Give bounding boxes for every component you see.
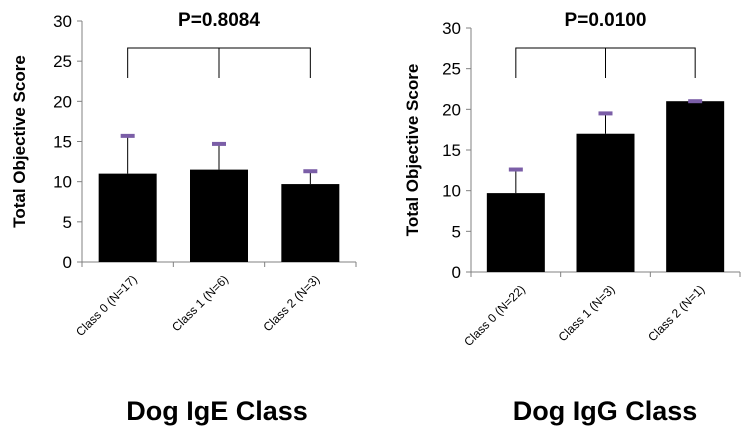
y-tick-label: 5 bbox=[63, 213, 72, 232]
bar bbox=[486, 193, 545, 272]
significance-bracket bbox=[515, 47, 696, 78]
x-category-label: Class 1 (N=6) bbox=[169, 272, 231, 334]
y-tick-label: 0 bbox=[452, 263, 461, 282]
y-tick-label: 5 bbox=[452, 222, 461, 241]
y-tick-label: 25 bbox=[53, 52, 72, 71]
y-tick-label: 20 bbox=[53, 92, 72, 111]
chart-panel-igg: 0 5 10 15 20 25 30 Class 0 (N=22) Class 1 (N=3) C… bbox=[403, 10, 741, 426]
x-axis-title: Dog IgG Class bbox=[513, 396, 698, 426]
significance-bracket bbox=[127, 47, 311, 78]
bar bbox=[281, 184, 340, 262]
bar bbox=[98, 173, 157, 262]
y-tick-label: 10 bbox=[53, 173, 72, 192]
x-category-label: Class 0 (N=22) bbox=[461, 282, 528, 349]
y-tick-label: 15 bbox=[442, 141, 461, 160]
y-tick-label: 30 bbox=[442, 19, 461, 38]
p-value-annotation: P=0.0100 bbox=[565, 10, 647, 31]
y-tick-label: 25 bbox=[442, 60, 461, 79]
bar bbox=[666, 101, 725, 272]
p-value-annotation: P=0.8084 bbox=[178, 10, 260, 31]
x-category-label: Class 2 (N=1) bbox=[645, 282, 707, 344]
y-tick-label: 20 bbox=[442, 100, 461, 119]
y-tick-label: 15 bbox=[53, 133, 72, 152]
y-tick-label: 10 bbox=[442, 182, 461, 201]
y-axis-title: Total Objective Score bbox=[403, 64, 422, 237]
chart-panel-ige: 0 5 10 15 20 25 30 Class 0 (N=17) Class 1 (N=6) C… bbox=[10, 10, 357, 426]
bar bbox=[190, 169, 248, 262]
y-tick-label: 30 bbox=[53, 12, 72, 31]
y-axis-title: Total Objective Score bbox=[10, 55, 29, 228]
bar bbox=[576, 133, 635, 272]
x-category-label: Class 0 (N=17) bbox=[73, 272, 140, 339]
x-category-label: Class 2 (N=3) bbox=[260, 272, 322, 334]
x-axis-title: Dog IgE Class bbox=[126, 396, 308, 426]
x-category-label: Class 1 (N=3) bbox=[556, 282, 618, 344]
y-tick-label: 0 bbox=[63, 253, 72, 272]
